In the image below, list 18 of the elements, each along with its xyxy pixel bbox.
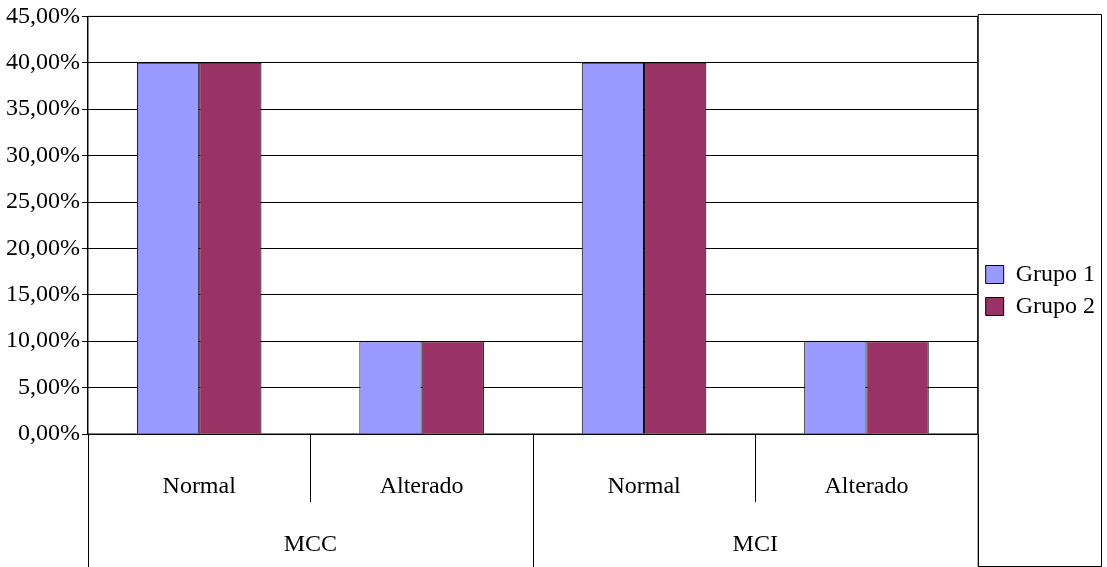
x-tick-label: Normal <box>162 471 237 498</box>
legend-label: Grupo 2 <box>1015 291 1095 318</box>
y-tick-label: 45,00% <box>5 1 80 28</box>
x-tick-label: Normal <box>607 471 682 498</box>
y-tick-label: 40,00% <box>5 48 80 75</box>
legend-label: Grupo 1 <box>1015 259 1095 286</box>
text: MCI <box>732 530 778 557</box>
y-tick-label: 15,00% <box>5 280 80 307</box>
text: MCC <box>283 530 338 557</box>
y-tick-label: 0,00% <box>17 419 80 446</box>
y-tick-label: 5,00% <box>17 372 80 399</box>
y-tick-label: 30,00% <box>5 140 80 167</box>
x-tick-label: Alterado <box>824 471 909 498</box>
y-tick-label: 10,00% <box>5 326 80 353</box>
y-tick-label: 25,00% <box>5 187 80 214</box>
y-tick-label: 20,00% <box>5 233 80 260</box>
y-tick-label: 35,00% <box>5 94 80 121</box>
x-tick-label: Alterado <box>379 471 464 498</box>
